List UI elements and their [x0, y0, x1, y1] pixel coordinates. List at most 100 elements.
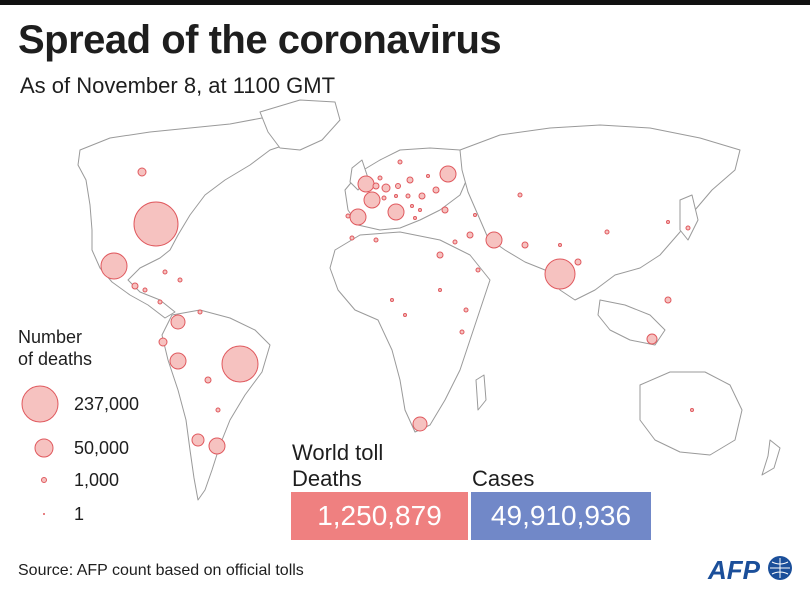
bubble-sweden: [397, 159, 403, 165]
legend-bubble-large: [21, 385, 59, 423]
bubble-netherlands: [377, 175, 383, 181]
page-title: Spread of the coronavirus: [18, 18, 502, 62]
bubble-algeria: [373, 237, 379, 243]
bubble-czech: [395, 183, 401, 189]
bubble-france: [363, 191, 381, 209]
legend-label: 237,000: [74, 394, 140, 414]
bubble-morocco: [349, 235, 355, 241]
bubble-iraq: [466, 231, 474, 239]
bubble-china: [604, 229, 610, 235]
bubble-venezuela: [197, 309, 203, 315]
bubble-ukraine: [432, 186, 440, 194]
afp-logo: AFP: [706, 552, 796, 593]
bubble-egypt: [436, 251, 444, 259]
bubble-indonesia: [646, 333, 658, 345]
legend-item-1000: 1,000: [0, 470, 200, 510]
legend-label: 1,000: [74, 470, 120, 490]
legend-label: 1: [74, 504, 85, 524]
legend-item-237000: 237,000: [0, 384, 200, 424]
svg-text:AFP: AFP: [707, 555, 761, 585]
southeast-asia: [597, 299, 666, 346]
bubble-australia: [690, 408, 694, 412]
bubble-india: [544, 258, 576, 290]
bubble-japan: [685, 225, 691, 231]
bubble-philippines: [664, 296, 672, 304]
australia: [639, 371, 743, 456]
asia: [459, 124, 741, 301]
bubble-pakistan: [521, 241, 529, 249]
greenland: [259, 99, 341, 151]
bubble-peru: [169, 352, 187, 370]
bubble-uk: [357, 175, 375, 193]
afp-logo-icon: AFP: [707, 555, 792, 585]
bubble-cameroon: [403, 313, 407, 317]
bubble-usa: [133, 201, 179, 247]
bubble-honduras: [142, 287, 148, 293]
source-note: Source: AFP count based on official toll…: [18, 562, 304, 579]
bubble-germany: [381, 183, 391, 193]
bubble-italy: [387, 203, 405, 221]
bubble-argentina: [208, 437, 226, 455]
cases-label: Cases: [472, 466, 535, 491]
bubble-dominican: [177, 277, 183, 283]
bubble-nepal: [558, 243, 562, 247]
bubble-iran: [485, 231, 503, 249]
africa: [329, 231, 491, 433]
cases-total-box: 49,910,936: [471, 492, 651, 540]
page-subtitle: As of November 8, at 1100 GMT: [20, 73, 336, 98]
new-zealand: [761, 439, 781, 476]
bubble-spain: [349, 208, 367, 226]
bubble-saudi: [475, 267, 481, 273]
legend-item-50000: 50,000: [0, 434, 200, 474]
bubble-israel: [452, 239, 458, 245]
bubble-nigeria: [390, 298, 394, 302]
bubble-korea: [666, 220, 670, 224]
bubble-sudan: [438, 288, 442, 292]
deaths-total-box: 1,250,879: [291, 492, 468, 540]
bubble-south-africa: [412, 416, 428, 432]
bubble-hungary: [405, 193, 411, 199]
bubble-cuba: [162, 269, 168, 275]
bubble-ethiopia: [463, 307, 469, 313]
bubble-bulgaria: [418, 208, 422, 212]
bubble-poland: [406, 176, 414, 184]
legend-bubble-small: [41, 477, 47, 483]
bubble-greece: [413, 216, 417, 220]
bubble-chile: [191, 433, 205, 447]
bubble-paraguay: [215, 407, 221, 413]
legend-title: Number of deaths: [18, 327, 93, 369]
bubble-guatemala: [131, 282, 139, 290]
bubble-russia: [439, 165, 457, 183]
bubble-bangladesh: [574, 258, 582, 266]
north-america: [77, 113, 311, 319]
legend-bubble-dot: [43, 513, 45, 515]
bubble-austria: [394, 194, 398, 198]
madagascar: [475, 374, 487, 411]
bubble-bolivia: [204, 376, 212, 384]
world-toll-label: World toll: [292, 440, 384, 465]
japan: [679, 194, 699, 241]
bubble-azerbaijan: [473, 213, 477, 217]
bubble-kazakhstan: [517, 192, 523, 198]
legend-label: 50,000: [74, 438, 130, 458]
bubble-portugal: [345, 213, 351, 219]
bubble-ecuador: [158, 337, 168, 347]
bubble-switzerland: [381, 195, 387, 201]
bubble-turkey: [441, 206, 449, 214]
bubble-brazil: [221, 345, 259, 383]
bubble-colombia: [170, 314, 186, 330]
bubble-romania: [418, 192, 426, 200]
top-rule: [0, 0, 810, 5]
death-bubbles: [100, 159, 694, 455]
bubble-belgium: [372, 182, 380, 190]
deaths-label: Deaths: [292, 466, 362, 491]
legend-item-1: 1: [0, 504, 200, 544]
bubble-canada: [137, 167, 147, 177]
bubble-serbia: [410, 204, 414, 208]
europe: [344, 147, 471, 231]
world-toll-heading: World toll Deaths: [292, 440, 383, 492]
legend-bubble-medium: [34, 438, 54, 458]
bubble-belarus: [426, 174, 430, 178]
bubble-kenya: [459, 329, 465, 335]
